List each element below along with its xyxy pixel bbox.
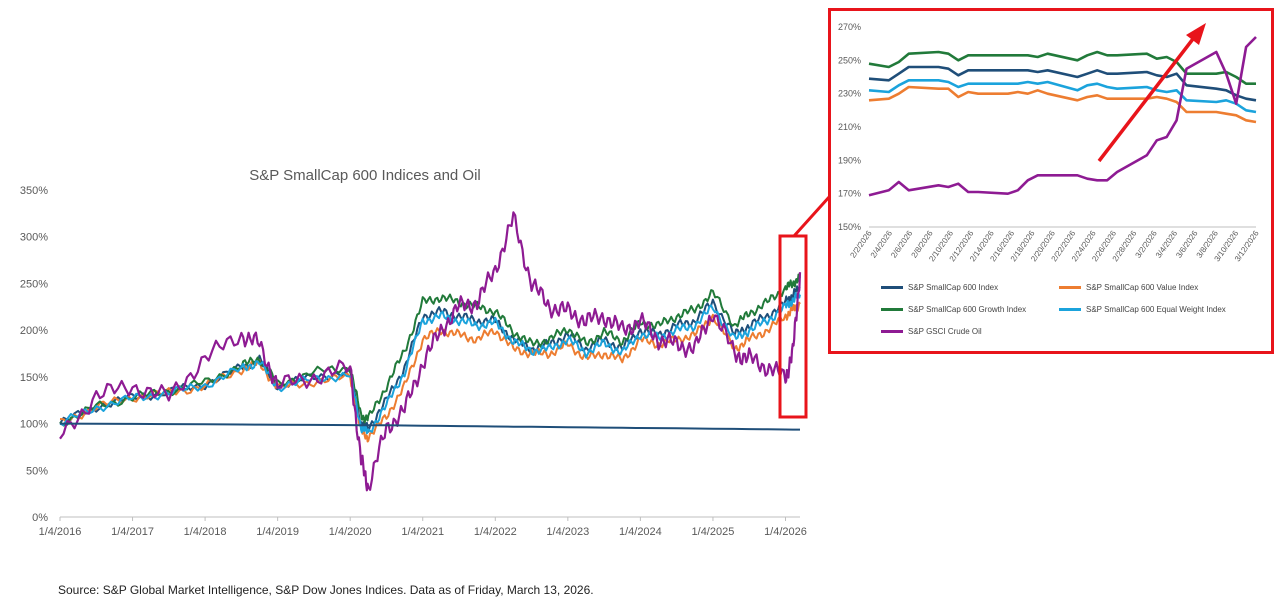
y-tick-label: 300%: [20, 232, 48, 244]
x-tick-label: 1/4/2024: [619, 526, 662, 538]
y-tick-label: 250%: [20, 278, 48, 290]
inset-series-line-value: [868, 85, 1257, 124]
legend-item-growth: S&P SmallCap 600 Growth Index: [881, 305, 1026, 314]
x-tick-label: 1/4/2018: [184, 526, 227, 538]
inset-y-tick-label: 150%: [838, 222, 861, 232]
y-tick-label: 350%: [20, 185, 48, 197]
series-line-equal: [59, 291, 801, 435]
x-tick-label: 1/4/2023: [546, 526, 589, 538]
inset-series-line-index: [868, 65, 1257, 102]
trend-arrow-head: [1186, 23, 1206, 45]
inset-y-tick-label: 250%: [838, 55, 861, 65]
legend-item-index: S&P SmallCap 600 Index: [881, 283, 998, 292]
y-tick-label: 150%: [20, 372, 48, 384]
series-line-oil: [59, 211, 802, 492]
y-tick-label: 200%: [20, 325, 48, 337]
legend-swatch-equal: [1059, 308, 1081, 311]
inset-y-tick-label: 210%: [838, 122, 861, 132]
inset-y-tick-label: 170%: [838, 189, 861, 199]
legend-swatch-oil: [881, 330, 903, 333]
legend-label-value: S&P SmallCap 600 Value Index: [1086, 283, 1199, 292]
y-tick-label: 100%: [20, 419, 48, 431]
inset-y-tick-label: 190%: [838, 155, 861, 165]
inset-y-tick-label: 270%: [838, 22, 861, 32]
trend-arrow-shaft: [1097, 33, 1198, 163]
legend-item-value: S&P SmallCap 600 Value Index: [1059, 283, 1198, 292]
x-tick-label: 1/4/2021: [401, 526, 444, 538]
legend-swatch-index: [881, 286, 903, 289]
inset-series-line-growth: [868, 50, 1256, 85]
inset-chart: 150%170%190%210%230%250%270%2/2/20262/4/…: [838, 22, 1261, 263]
x-tick-label: 1/4/2019: [256, 526, 299, 538]
legend-swatch-value: [1059, 286, 1081, 289]
legend-item-equal: S&P SmallCap 600 Equal Weight Index: [1059, 305, 1226, 314]
x-tick-label: 1/4/2017: [111, 526, 154, 538]
legend-label-index: S&P SmallCap 600 Index: [908, 283, 999, 292]
source-note: Source: S&P Global Market Intelligence, …: [58, 583, 594, 597]
inset-series-line-equal: [868, 79, 1257, 114]
legend-swatch-growth: [881, 308, 903, 311]
y-tick-label: 0%: [32, 512, 48, 524]
x-tick-label: 1/4/2025: [692, 526, 735, 538]
main-chart-title: S&P SmallCap 600 Indices and Oil: [249, 167, 481, 184]
legend-label-growth: S&P SmallCap 600 Growth Index: [908, 305, 1027, 314]
inset-series-line-oil: [868, 36, 1257, 197]
x-tick-label: 1/4/2016: [39, 526, 82, 538]
legend-label-equal: S&P SmallCap 600 Equal Weight Index: [1086, 305, 1226, 314]
legend-item-oil: S&P GSCI Crude Oil: [881, 327, 982, 336]
inset-highlight-frame: 150% 170% 190% 210% 230% 250% 270% 2/2/2026 2/4/…: [828, 8, 1274, 354]
baseline-series-line: [59, 422, 800, 431]
main-chart: S&P SmallCap 600 Indices and Oil 0% 50% 100…: [20, 167, 807, 538]
x-tick-label: 1/4/2022: [474, 526, 517, 538]
legend-label-oil: S&P GSCI Crude Oil: [908, 327, 982, 336]
series-line-index: [59, 285, 801, 433]
series-line-growth: [59, 273, 801, 427]
x-tick-label: 1/4/2026: [764, 526, 807, 538]
x-tick-label: 1/4/2020: [329, 526, 372, 538]
y-tick-label: 50%: [26, 465, 48, 477]
inset-y-tick-label: 230%: [838, 89, 861, 99]
